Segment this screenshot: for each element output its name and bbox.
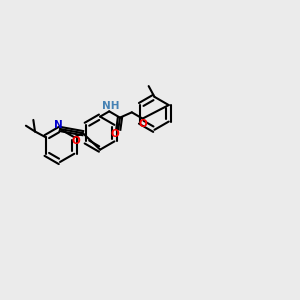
Text: N: N [54,120,63,130]
Text: O: O [110,129,119,139]
Text: NH: NH [102,101,119,111]
Text: O: O [138,119,147,129]
Text: O: O [71,136,80,146]
